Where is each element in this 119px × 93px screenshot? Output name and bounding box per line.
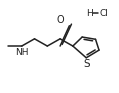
Text: S: S xyxy=(83,59,89,69)
Text: NH: NH xyxy=(15,48,28,57)
Text: H: H xyxy=(86,9,93,18)
Text: O: O xyxy=(56,15,64,25)
Text: Cl: Cl xyxy=(100,9,109,18)
